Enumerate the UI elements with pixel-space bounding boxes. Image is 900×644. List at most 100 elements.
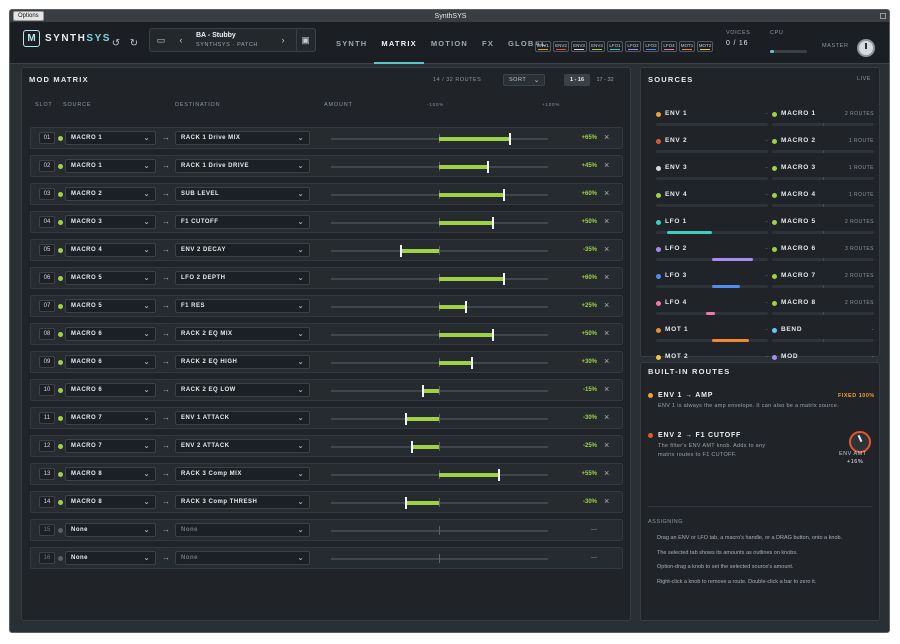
source-select[interactable]: MACRO 4 ⌄ [65, 243, 156, 257]
amount-handle[interactable] [486, 161, 489, 173]
amount-slider[interactable] [331, 469, 548, 481]
amount-handle[interactable] [400, 245, 403, 257]
source-select[interactable]: MACRO 1 ⌄ [65, 159, 156, 173]
source-select[interactable]: MACRO 5 ⌄ [65, 271, 156, 285]
amount-slider[interactable] [331, 554, 548, 563]
destination-select[interactable]: RACK 2 EQ MIX ⌄ [175, 327, 310, 341]
source-select[interactable]: MACRO 3 ⌄ [65, 215, 156, 229]
chip-env1[interactable]: ENV1 [535, 41, 551, 52]
remove-route-icon[interactable]: × [604, 496, 610, 506]
amount-handle[interactable] [405, 497, 408, 509]
remove-route-icon[interactable]: × [604, 216, 610, 226]
tab-matrix[interactable]: MATRIX [374, 22, 425, 64]
source-env-4[interactable]: ENV 4 - [656, 190, 768, 212]
source-lfo-3[interactable]: LFO 3 - [656, 271, 768, 293]
amount-handle[interactable] [421, 385, 424, 397]
amount-slider[interactable] [331, 189, 548, 201]
destination-select[interactable]: LFO 2 DEPTH ⌄ [175, 271, 310, 285]
chip-env2[interactable]: ENV2 [553, 41, 569, 52]
source-select[interactable]: MACRO 6 ⌄ [65, 327, 156, 341]
amount-handle[interactable] [410, 441, 413, 453]
chip-mot1[interactable]: MOT1 [679, 41, 695, 52]
source-env-2[interactable]: ENV 2 - [656, 136, 768, 158]
remove-route-icon[interactable]: × [604, 272, 610, 282]
source-select[interactable]: MACRO 1 ⌄ [65, 131, 156, 145]
source-select[interactable]: MACRO 8 ⌄ [65, 467, 156, 481]
tab-global[interactable]: GLOBAL [508, 38, 547, 48]
amount-slider[interactable] [331, 385, 548, 397]
amount-handle[interactable] [492, 217, 495, 229]
remove-route-icon[interactable]: × [604, 188, 610, 198]
amount-slider[interactable] [331, 526, 548, 535]
page-17-32-tab[interactable]: 17 - 32 [596, 77, 614, 83]
chip-lfo1[interactable]: LFO1 [607, 41, 623, 52]
chip-lfo4[interactable]: LFO4 [661, 41, 677, 52]
amount-slider[interactable] [331, 217, 548, 229]
source-env-1[interactable]: ENV 1 - [656, 109, 768, 131]
chip-lfo2[interactable]: LFO2 [625, 41, 641, 52]
amount-slider[interactable] [331, 441, 548, 453]
source-bend[interactable]: BEND - [772, 325, 874, 347]
remove-route-icon[interactable]: × [604, 244, 610, 254]
amount-handle[interactable] [503, 273, 506, 285]
source-select[interactable]: MACRO 2 ⌄ [65, 187, 156, 201]
amount-slider[interactable] [331, 301, 548, 313]
source-select[interactable]: MACRO 6 ⌄ [65, 383, 156, 397]
destination-select[interactable]: ENV 2 ATTACK ⌄ [175, 439, 310, 453]
chip-mot2[interactable]: MOT2 [697, 41, 713, 52]
sort-dropdown[interactable]: SORT ⌄ [503, 74, 545, 86]
amount-slider[interactable] [331, 413, 548, 425]
patch-name[interactable]: BA - Stubby [196, 32, 236, 39]
destination-select[interactable]: ENV 1 ATTACK ⌄ [175, 411, 310, 425]
master-volume-knob[interactable] [857, 39, 875, 57]
source-env-3[interactable]: ENV 3 - [656, 163, 768, 185]
destination-select[interactable]: RACK 1 Drive MIX ⌄ [175, 131, 310, 145]
amount-slider[interactable] [331, 245, 548, 257]
amount-handle[interactable] [497, 469, 500, 481]
amount-handle[interactable] [405, 413, 408, 425]
destination-select[interactable]: None ⌄ [175, 523, 310, 537]
undo-icon[interactable]: ↺ [111, 37, 121, 49]
source-mot-1[interactable]: MOT 1 - [656, 325, 768, 347]
fullscreen-icon[interactable] [880, 13, 886, 19]
source-macro-4[interactable]: MACRO 4 1 ROUTE [772, 190, 874, 212]
tab-motion[interactable]: MOTION [430, 38, 469, 48]
destination-select[interactable]: F1 CUTOFF ⌄ [175, 215, 310, 229]
prev-patch-icon[interactable]: ‹ [179, 35, 183, 45]
amount-handle[interactable] [470, 357, 473, 369]
source-macro-7[interactable]: MACRO 7 2 ROUTES [772, 271, 874, 293]
tab-synth[interactable]: SYNTH [336, 38, 368, 48]
destination-select[interactable]: RACK 2 EQ HIGH ⌄ [175, 355, 310, 369]
page-1-16-tab[interactable]: 1 - 16 [564, 74, 590, 86]
amount-slider[interactable] [331, 357, 548, 369]
destination-select[interactable]: SUB LEVEL ⌄ [175, 187, 310, 201]
destination-select[interactable]: RACK 2 EQ LOW ⌄ [175, 383, 310, 397]
source-macro-5[interactable]: MACRO 5 2 ROUTES [772, 217, 874, 239]
tab-fx[interactable]: FX [482, 38, 495, 48]
folder-icon[interactable]: ▭ [156, 34, 166, 45]
amount-handle[interactable] [492, 329, 495, 341]
source-select[interactable]: MACRO 5 ⌄ [65, 299, 156, 313]
destination-select[interactable]: ENV 2 DECAY ⌄ [175, 243, 310, 257]
amount-slider[interactable] [331, 273, 548, 285]
remove-route-icon[interactable]: × [604, 300, 610, 310]
env-amt-knob[interactable] [849, 431, 871, 453]
amount-handle[interactable] [465, 301, 468, 313]
remove-route-icon[interactable]: × [604, 468, 610, 478]
amount-handle[interactable] [503, 189, 506, 201]
amount-slider[interactable] [331, 161, 548, 173]
destination-select[interactable]: RACK 3 Comp MIX ⌄ [175, 467, 310, 481]
destination-select[interactable]: None ⌄ [175, 551, 310, 565]
next-patch-icon[interactable]: › [281, 35, 285, 45]
redo-icon[interactable]: ↻ [129, 37, 139, 49]
destination-select[interactable]: RACK 1 Drive DRIVE ⌄ [175, 159, 310, 173]
amount-slider[interactable] [331, 329, 548, 341]
source-macro-8[interactable]: MACRO 8 2 ROUTES [772, 298, 874, 320]
destination-select[interactable]: RACK 3 Comp THRESH ⌄ [175, 495, 310, 509]
source-lfo-2[interactable]: LFO 2 - [656, 244, 768, 266]
source-macro-2[interactable]: MACRO 2 1 ROUTE [772, 136, 874, 158]
amount-slider[interactable] [331, 133, 548, 145]
remove-route-icon[interactable]: × [604, 328, 610, 338]
source-macro-1[interactable]: MACRO 1 2 ROUTES [772, 109, 874, 131]
source-macro-3[interactable]: MACRO 3 1 ROUTE [772, 163, 874, 185]
